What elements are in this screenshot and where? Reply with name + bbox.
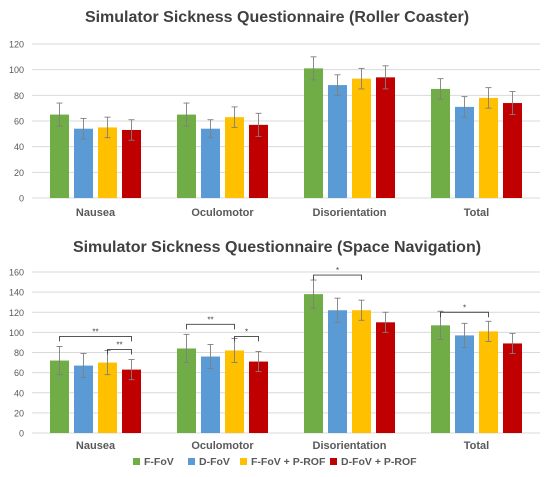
bar-d-fov-p-rof-oculomotor (249, 361, 268, 433)
bar-d-fov-p-rof-nausea (122, 369, 141, 433)
bar-d-fov-disorientation (328, 310, 347, 433)
y-tick-label: 100 (9, 328, 24, 338)
significance-marker: * (245, 327, 248, 336)
space-navigation-chart: Simulator Sickness Questionnaire (Space … (9, 239, 540, 452)
bar-d-fov-total (455, 106, 474, 198)
bar-d-fov-p-rof-disorientation (376, 322, 395, 433)
bar-d-fov-p-rof-nausea (122, 129, 141, 198)
y-tick-label: 160 (9, 268, 24, 278)
legend-swatch-d-fov (188, 458, 195, 465)
significance-bracket (107, 349, 132, 355)
y-tick-label: 20 (14, 168, 24, 178)
bar-f-fov-total (431, 325, 450, 433)
y-tick-label: 0 (19, 429, 24, 439)
legend-label-d-fov: D-FoV (199, 456, 230, 468)
y-tick-label: 60 (14, 368, 24, 378)
significance-marker: ** (92, 327, 98, 336)
bar-f-fov-p-rof-nausea (98, 362, 117, 433)
bar-d-fov-nausea (74, 128, 93, 198)
bar-f-fov-p-rof-nausea (98, 127, 117, 198)
legend-label-f-fov: F-FoV (144, 456, 174, 468)
y-tick-label: 120 (9, 308, 24, 318)
bar-f-fov-p-rof-oculomotor (225, 117, 244, 198)
y-tick-label: 20 (14, 408, 24, 418)
y-tick-label: 100 (9, 65, 24, 75)
y-tick-label: 80 (14, 91, 24, 101)
chart-title-space-navigation: Simulator Sickness Questionnaire (Space … (73, 239, 481, 256)
bar-f-fov-oculomotor (177, 348, 196, 433)
bar-d-fov-p-rof-disorientation (376, 77, 395, 198)
y-tick-label: 120 (9, 40, 24, 50)
y-tick-label: 60 (14, 117, 24, 127)
bar-d-fov-p-rof-oculomotor (249, 124, 268, 198)
bar-f-fov-p-rof-total (479, 331, 498, 433)
bar-f-fov-disorientation (304, 294, 323, 433)
y-tick-label: 80 (14, 348, 24, 358)
chart-title-roller-coaster: Simulator Sickness Questionnaire (Roller… (85, 9, 469, 26)
bar-f-fov-p-rof-total (479, 97, 498, 198)
bar-f-fov-p-rof-disorientation (352, 78, 371, 198)
y-tick-label: 40 (14, 142, 24, 152)
y-tick-label: 140 (9, 288, 24, 298)
bar-f-fov-disorientation (304, 68, 323, 198)
significance-marker: * (463, 303, 466, 312)
bar-f-fov-p-rof-oculomotor (225, 350, 244, 433)
category-label-total: Total (464, 440, 489, 452)
category-label-total: Total (464, 207, 489, 219)
legend: F-FoV D-FoV F-FoV + P-ROF D-FoV + P-ROF (133, 456, 417, 468)
bar-d-fov-p-rof-total (503, 343, 522, 433)
category-label-oculomotor: Oculomotor (191, 440, 254, 452)
legend-swatch-f-fov-p-rof (240, 458, 247, 465)
bar-f-fov-total (431, 88, 450, 198)
bar-d-fov-oculomotor (201, 128, 220, 198)
bar-f-fov-nausea (50, 360, 69, 433)
bar-d-fov-oculomotor (201, 356, 220, 433)
significance-bracket (313, 274, 362, 281)
y-tick-label: 0 (19, 194, 24, 204)
category-label-disorientation: Disorientation (313, 207, 387, 219)
significance-bracket (440, 311, 489, 318)
bar-f-fov-nausea (50, 114, 69, 198)
category-label-disorientation: Disorientation (313, 440, 387, 452)
category-label-oculomotor: Oculomotor (191, 207, 254, 219)
significance-bracket (59, 335, 132, 342)
bar-d-fov-total (455, 335, 474, 433)
legend-swatch-f-fov (133, 458, 140, 465)
legend-swatch-d-fov-p-rof (330, 458, 337, 465)
y-tick-label: 40 (14, 388, 24, 398)
legend-label-d-fov-p-rof: D-FoV + P-ROF (341, 456, 417, 468)
bar-d-fov-nausea (74, 365, 93, 433)
significance-bracket (234, 335, 259, 342)
bar-f-fov-p-rof-disorientation (352, 310, 371, 433)
bar-d-fov-disorientation (328, 85, 347, 198)
category-label-nausea: Nausea (76, 207, 116, 219)
significance-bracket (186, 323, 235, 330)
legend-label-f-fov-p-rof: F-FoV + P-ROF (251, 456, 326, 468)
significance-marker: ** (207, 315, 213, 324)
category-label-nausea: Nausea (76, 440, 116, 452)
bar-f-fov-oculomotor (177, 114, 196, 198)
roller-coaster-chart: Simulator Sickness Questionnaire (Roller… (9, 9, 540, 219)
significance-marker: * (336, 266, 339, 275)
significance-marker: ** (116, 340, 122, 349)
bar-d-fov-p-rof-total (503, 103, 522, 198)
